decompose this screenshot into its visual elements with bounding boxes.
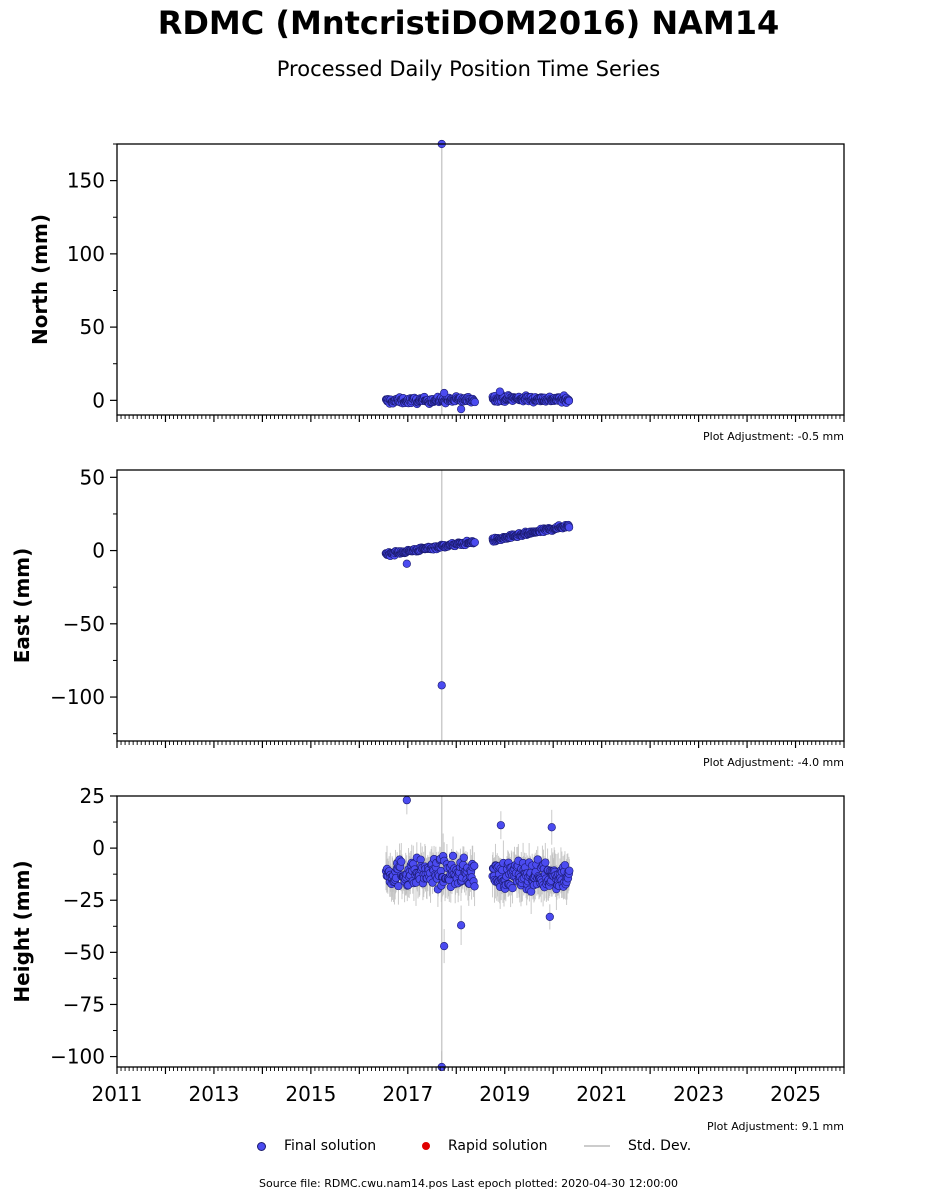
chart-title: RDMC (MntcristiDOM2016) NAM14 [157,4,780,42]
chart-subtitle: Processed Daily Position Time Series [276,57,661,81]
data-point [565,866,574,875]
data-point [437,681,446,690]
y-tick-label: 50 [80,465,105,489]
plot-adjustment-note: Plot Adjustment: 9.1 mm [707,1120,844,1133]
y-tick-label: 0 [92,539,105,563]
y-tick-label: 25 [80,784,105,808]
final-solution-marker-icon [257,1141,266,1151]
panel-3: −100 −75 −50 −25 0 25 2011 2013 2015 2017 2019 2021… [10,784,845,1133]
x-tick-label: 2013 [188,1082,239,1106]
panel-2: −100 −50 0 50 East (mm) Plot Adjustment: -4.0… [10,465,845,769]
y-tick-label: −100 [50,1045,105,1069]
data-point [560,861,570,870]
y-tick-label: 150 [67,169,105,193]
y-axis-label: East (mm) [10,548,34,664]
data-point [470,882,479,891]
data-point [508,884,517,893]
x-tick-label: 2011 [92,1082,143,1106]
data-point [457,405,466,414]
data-point [495,387,504,396]
data-point [470,397,479,407]
y-axis-label: North (mm) [28,214,52,345]
x-tick-label: 2019 [479,1082,530,1106]
legend-std: Std. Dev. [584,1138,691,1154]
data-point [402,796,411,805]
data-point [545,912,554,922]
data-point [533,855,542,864]
data-point [565,523,574,532]
y-tick-label: −100 [50,685,105,709]
data-point [470,538,479,547]
x-tick-label: 2017 [382,1082,433,1106]
data-point [496,821,505,830]
panel-1: 0 50 100 150 North (mm) Plot Adjustment: -0.5… [28,139,845,443]
legend-rapid: Rapid solution [422,1138,548,1154]
legend-std-label: Std. Dev. [628,1138,692,1154]
legend-final-label: Final solution [284,1138,377,1154]
plot-frame [116,143,845,416]
plot-frame [116,795,845,1068]
plot-adjustment-note: Plot Adjustment: -4.0 mm [703,756,844,769]
y-tick-label: −25 [63,888,105,912]
data-point [547,823,556,832]
rapid-solution-marker-icon [422,1142,430,1150]
y-tick-label: 50 [80,315,105,339]
data-point [564,396,574,406]
y-tick-label: −50 [63,940,105,964]
plot-adjustment-note: Plot Adjustment: -0.5 mm [703,430,844,443]
source-note: Source file: RDMC.cwu.nam14.pos Last epo… [259,1177,678,1190]
y-tick-label: −50 [63,612,105,636]
x-tick-label: 2021 [576,1082,627,1106]
y-tick-label: 100 [67,242,105,266]
y-tick-label: −75 [63,992,105,1016]
y-axis-label: Height (mm) [10,860,34,1002]
data-point [459,853,468,862]
data-point [448,851,458,860]
y-tick-label: 0 [92,836,105,860]
data-point [457,921,466,930]
plot-frame [116,469,845,742]
x-tick-label: 2015 [285,1082,336,1106]
data-point [440,941,449,951]
data-point [470,861,479,870]
y-tick-label: 0 [92,388,105,412]
data-point [541,858,550,867]
legend-rapid-label: Rapid solution [448,1138,548,1154]
data-point [402,559,411,568]
data-point [397,857,406,866]
std-dev-line-icon [584,1145,610,1147]
x-tick-label: 2023 [673,1082,724,1106]
data-point [394,881,403,891]
data-point [440,388,449,398]
legend: Final solution Rapid solution Std. Dev. [0,1138,937,1158]
legend-final: Final solution [257,1138,376,1154]
x-tick-label: 2025 [770,1082,821,1106]
